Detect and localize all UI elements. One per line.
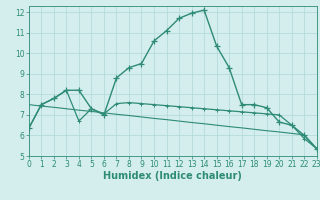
X-axis label: Humidex (Indice chaleur): Humidex (Indice chaleur) [103,171,242,181]
